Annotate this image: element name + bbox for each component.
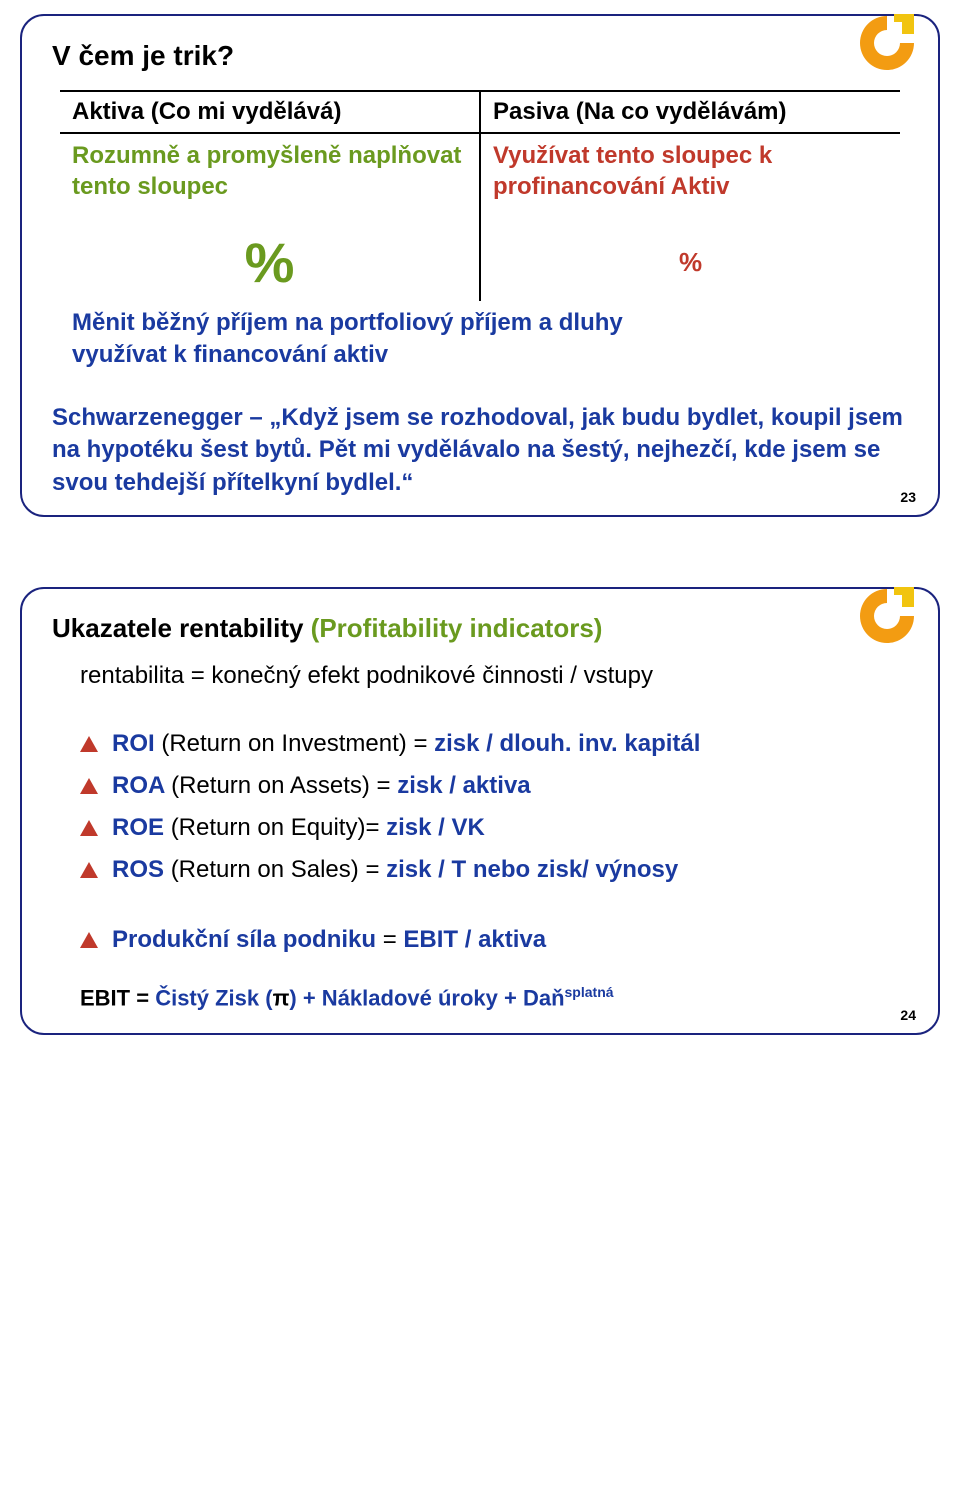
table-header-row: Aktiva (Co mi vydělává) Pasiva (Na co vy… — [60, 92, 900, 132]
title-part-a: Ukazatele rentability — [52, 613, 311, 643]
percent-big: % — [60, 224, 481, 301]
quote-text: Schwarzenegger – „Když jsem se rozhodova… — [52, 402, 908, 499]
pi-symbol: π — [273, 985, 290, 1010]
definition-text: rentabilita = konečný efekt podnikové či… — [80, 662, 908, 690]
col-header-right: Pasiva (Na co vydělávám) — [481, 92, 900, 132]
below-text: Měnit běžný příjem na portfoliový příjem… — [72, 307, 632, 372]
table-row: Rozumně a promyšleně naplňovat tento slo… — [60, 134, 900, 224]
bullet-text: ROS (Return on Sales) = zisk / T nebo zi… — [112, 856, 678, 884]
page-number: 23 — [900, 489, 916, 505]
formula-part: Čistý Zisk ( — [155, 985, 272, 1010]
formula: EBIT = Čistý Zisk (π) + Nákladové úroky … — [80, 984, 908, 1011]
left-text: Rozumně a promyšleně naplňovat tento slo… — [72, 140, 467, 202]
percent-small: % — [481, 241, 900, 284]
formula-part: ) + Nákladové úroky + Daň — [289, 985, 564, 1010]
triangle-icon — [80, 820, 98, 836]
slide-2: Ukazatele rentability (Profitability ind… — [20, 587, 940, 1035]
triangle-icon — [80, 862, 98, 878]
bullet-list: ROI (Return on Investment) = zisk / dlou… — [80, 730, 908, 954]
slide-title: Ukazatele rentability (Profitability ind… — [52, 613, 908, 644]
page-number: 24 — [900, 1007, 916, 1023]
right-text: Využívat tento sloupec k profinancování … — [493, 140, 888, 202]
bullet-item: ROA (Return on Assets) = zisk / aktiva — [80, 772, 908, 800]
formula-label: EBIT = — [80, 985, 155, 1010]
cell-right: Využívat tento sloupec k profinancování … — [481, 134, 900, 224]
slide-title: V čem je trik? — [52, 40, 908, 72]
table-row: % % — [60, 224, 900, 301]
cell-full: Měnit běžný příjem na portfoliový příjem… — [60, 301, 900, 378]
triangle-icon — [80, 736, 98, 752]
bullet-item: ROS (Return on Sales) = zisk / T nebo zi… — [80, 856, 908, 884]
logo-icon — [852, 581, 922, 651]
slide-1: V čem je trik? Aktiva (Co mi vydělává) P… — [20, 14, 940, 517]
triangle-icon — [80, 778, 98, 794]
bullet-item: Produkční síla podniku = EBIT / aktiva — [80, 926, 908, 954]
bullet-item: ROE (Return on Equity)= zisk / VK — [80, 814, 908, 842]
title-part-b: (Profitability indicators) — [311, 613, 603, 643]
bullet-text: ROI (Return on Investment) = zisk / dlou… — [112, 730, 700, 758]
bullet-text: ROA (Return on Assets) = zisk / aktiva — [112, 772, 531, 800]
bullet-text: ROE (Return on Equity)= zisk / VK — [112, 814, 485, 842]
triangle-icon — [80, 932, 98, 948]
col-header-left: Aktiva (Co mi vydělává) — [60, 92, 481, 132]
bullet-text: Produkční síla podniku = EBIT / aktiva — [112, 926, 546, 954]
logo-icon — [852, 8, 922, 78]
table-row: Měnit běžný příjem na portfoliový příjem… — [60, 301, 900, 378]
formula-sup: splatná — [565, 984, 614, 1000]
cell-left: Rozumně a promyšleně naplňovat tento slo… — [60, 134, 481, 224]
bullet-item: ROI (Return on Investment) = zisk / dlou… — [80, 730, 908, 758]
